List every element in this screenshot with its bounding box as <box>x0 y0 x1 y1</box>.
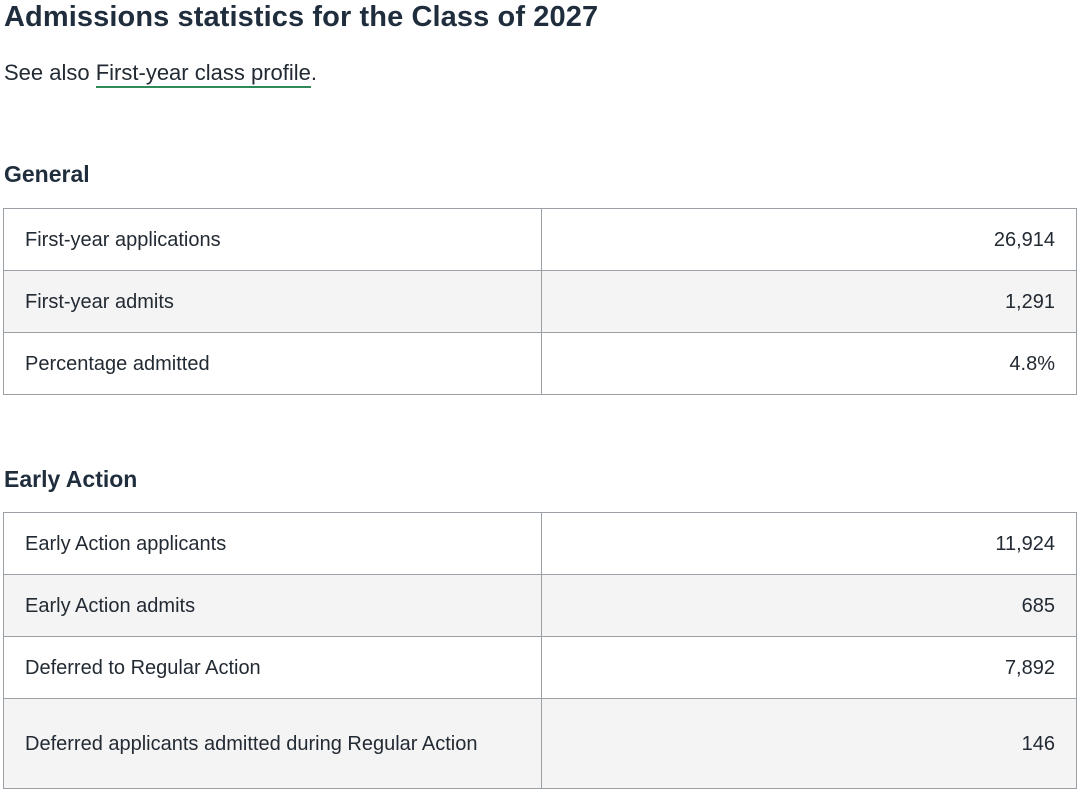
row-label: Percentage admitted <box>3 332 542 395</box>
first-year-class-profile-link[interactable]: First-year class profile <box>95 60 311 88</box>
row-value: 685 <box>541 574 1077 637</box>
general-stats-table: First-year applications 26,914 First-yea… <box>3 208 1077 395</box>
table-row: First-year admits 1,291 <box>3 270 1077 333</box>
row-value: 4.8% <box>541 332 1077 395</box>
row-label: First-year admits <box>3 270 542 333</box>
table-row: Deferred to Regular Action 7,892 <box>3 636 1077 699</box>
table-row: Early Action admits 685 <box>3 574 1077 637</box>
table-row: Early Action applicants 11,924 <box>3 512 1077 575</box>
section-heading-early-action: Early Action <box>4 466 138 492</box>
early-action-stats-table: Early Action applicants 11,924 Early Act… <box>3 512 1077 789</box>
row-label: Early Action applicants <box>3 512 542 575</box>
table-row: First-year applications 26,914 <box>3 208 1077 271</box>
row-label: Early Action admits <box>3 574 542 637</box>
page-title: Admissions statistics for the Class of 2… <box>4 1 599 33</box>
see-also-prefix: See also <box>4 60 96 85</box>
row-value: 26,914 <box>541 208 1077 271</box>
see-also-suffix: . <box>310 60 318 85</box>
row-value: 7,892 <box>541 636 1077 699</box>
see-also-text: See also First-year class profile. <box>4 58 317 88</box>
row-label: Deferred applicants admitted during Regu… <box>3 698 542 789</box>
table-row: Percentage admitted 4.8% <box>3 332 1077 395</box>
section-heading-general: General <box>4 161 90 187</box>
row-label: First-year applications <box>3 208 542 271</box>
table-row: Deferred applicants admitted during Regu… <box>3 698 1077 789</box>
row-value: 1,291 <box>541 270 1077 333</box>
row-value: 11,924 <box>541 512 1077 575</box>
row-label: Deferred to Regular Action <box>3 636 542 699</box>
row-value: 146 <box>541 698 1077 789</box>
